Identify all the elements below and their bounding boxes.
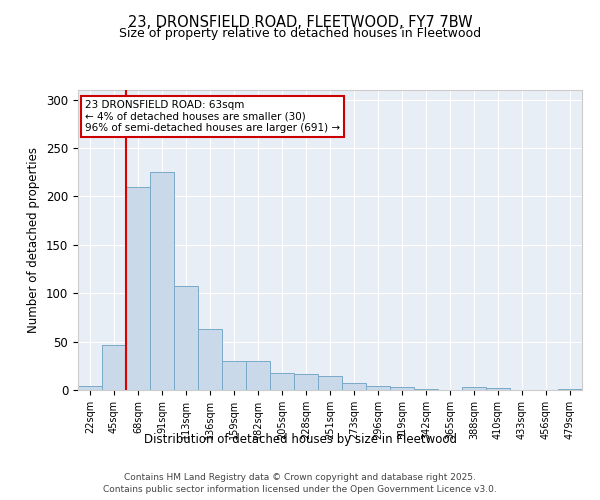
Text: Size of property relative to detached houses in Fleetwood: Size of property relative to detached ho… (119, 28, 481, 40)
Bar (558, 389, 582, 390)
Bar (198, 329, 222, 390)
Text: Contains HM Land Registry data © Crown copyright and database right 2025.: Contains HM Land Registry data © Crown c… (124, 472, 476, 482)
Bar (222, 361, 246, 390)
Bar (246, 361, 270, 390)
Bar (342, 383, 366, 390)
Text: 23 DRONSFIELD ROAD: 63sqm
← 4% of detached houses are smaller (30)
96% of semi-d: 23 DRONSFIELD ROAD: 63sqm ← 4% of detach… (85, 100, 340, 133)
Text: Contains public sector information licensed under the Open Government Licence v3: Contains public sector information licen… (103, 485, 497, 494)
Bar (78, 386, 102, 390)
Bar (390, 387, 414, 390)
Bar (486, 388, 510, 390)
Bar (294, 374, 318, 390)
Bar (150, 172, 174, 390)
Bar (270, 372, 294, 390)
Bar (174, 286, 198, 390)
Text: 23, DRONSFIELD ROAD, FLEETWOOD, FY7 7BW: 23, DRONSFIELD ROAD, FLEETWOOD, FY7 7BW (128, 15, 472, 30)
Bar (414, 389, 438, 390)
Bar (366, 386, 390, 390)
Y-axis label: Number of detached properties: Number of detached properties (28, 147, 40, 333)
Text: Distribution of detached houses by size in Fleetwood: Distribution of detached houses by size … (143, 432, 457, 446)
Bar (462, 387, 486, 390)
Bar (102, 346, 126, 390)
Bar (126, 187, 150, 390)
Bar (318, 376, 342, 390)
